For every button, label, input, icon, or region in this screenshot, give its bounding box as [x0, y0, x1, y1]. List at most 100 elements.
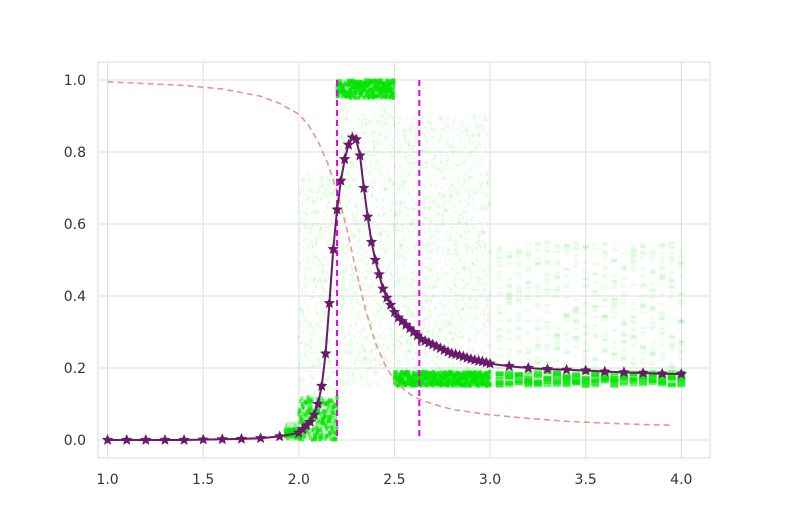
cloud-point	[366, 274, 369, 278]
cloud-point	[373, 130, 376, 134]
cloud-point	[298, 420, 302, 425]
cloud-point	[438, 338, 441, 342]
cloud-point	[397, 256, 400, 260]
cloud-point	[309, 275, 312, 279]
cloud-point	[468, 244, 471, 248]
cloud-point	[449, 235, 452, 239]
cloud-point	[402, 377, 406, 382]
cloud-point	[411, 198, 414, 202]
cloud-point	[357, 371, 360, 375]
cloud-point	[464, 317, 467, 321]
cloud-point	[350, 168, 353, 172]
cloud-point	[429, 220, 432, 224]
cloud-point	[304, 413, 308, 418]
cloud-point	[362, 201, 365, 205]
cloud-point	[462, 280, 465, 284]
cloud-point	[376, 120, 379, 124]
cloud-point	[362, 216, 365, 220]
cloud-point	[343, 334, 346, 338]
cloud-point	[360, 376, 363, 380]
cloud-point	[384, 127, 387, 131]
cloud-point	[370, 283, 373, 287]
cloud-point	[346, 372, 349, 376]
cloud-point	[423, 317, 426, 321]
cloud-point	[363, 242, 366, 246]
cloud-point	[414, 135, 417, 139]
cloud-point	[346, 265, 349, 269]
cloud-point	[472, 261, 475, 265]
cloud-point	[434, 202, 437, 206]
cloud-point	[457, 133, 460, 137]
cloud-point	[458, 221, 461, 225]
cloud-point	[385, 274, 388, 278]
cloud-point	[453, 277, 456, 281]
cloud-point	[358, 347, 361, 351]
cloud-point	[472, 315, 475, 319]
cloud-point	[377, 149, 380, 153]
cloud-point	[377, 214, 380, 218]
cloud-point	[405, 357, 408, 361]
cloud-point	[310, 397, 314, 402]
cloud-point	[463, 334, 466, 338]
cloud-point	[404, 239, 407, 243]
cloud-point	[326, 377, 329, 381]
cloud-point	[396, 305, 399, 309]
cloud-point	[402, 129, 405, 133]
cloud-point	[479, 368, 482, 372]
cloud-point	[304, 319, 307, 323]
cloud-point	[363, 337, 366, 341]
cloud-point	[336, 236, 339, 240]
cloud-point	[291, 425, 294, 429]
cloud-point	[375, 232, 378, 236]
cloud-point	[480, 185, 483, 189]
cloud-point	[342, 329, 345, 333]
cloud-point	[357, 239, 360, 243]
cloud-point	[317, 225, 320, 229]
cloud-point	[424, 255, 427, 259]
cloud-point	[463, 305, 466, 309]
cloud-point	[412, 184, 415, 188]
cloud-point	[423, 363, 426, 367]
cloud-point	[432, 364, 435, 368]
cloud-point	[403, 134, 406, 138]
cloud-point	[359, 331, 362, 335]
cloud-point	[350, 286, 353, 290]
cloud-point	[406, 226, 409, 230]
cloud-point	[372, 81, 376, 86]
cloud-point	[342, 276, 345, 280]
cloud-point	[361, 383, 364, 387]
cloud-point	[427, 149, 430, 153]
cloud-point	[389, 132, 392, 136]
cloud-point	[476, 328, 479, 332]
cloud-point	[359, 310, 362, 314]
cloud-point	[385, 253, 388, 257]
cloud-point	[386, 312, 389, 316]
cloud-point	[404, 128, 407, 132]
cloud-point	[339, 194, 342, 198]
cloud-point	[468, 306, 471, 310]
cloud-point	[300, 201, 303, 205]
cloud-point	[432, 265, 435, 269]
cloud-point	[349, 323, 352, 327]
cloud-point	[315, 283, 318, 287]
cloud-point	[374, 364, 377, 368]
cloud-point	[440, 313, 443, 317]
cloud-point	[414, 374, 418, 379]
cloud-point	[408, 283, 411, 287]
cloud-point	[363, 292, 366, 296]
cloud-point	[330, 235, 333, 239]
cloud-point	[304, 224, 307, 228]
cloud-point	[475, 121, 478, 125]
cloud-point	[355, 223, 358, 227]
cloud-point	[320, 429, 324, 434]
cloud-point	[458, 233, 461, 237]
cloud-point	[381, 98, 384, 102]
cloud-point	[305, 326, 308, 330]
cloud-point	[390, 351, 393, 355]
cloud-point	[367, 355, 370, 359]
cloud-point	[446, 271, 449, 275]
cloud-point	[387, 179, 390, 183]
cloud-point	[351, 177, 354, 181]
cloud-point	[357, 302, 360, 306]
cloud-point	[353, 222, 356, 226]
